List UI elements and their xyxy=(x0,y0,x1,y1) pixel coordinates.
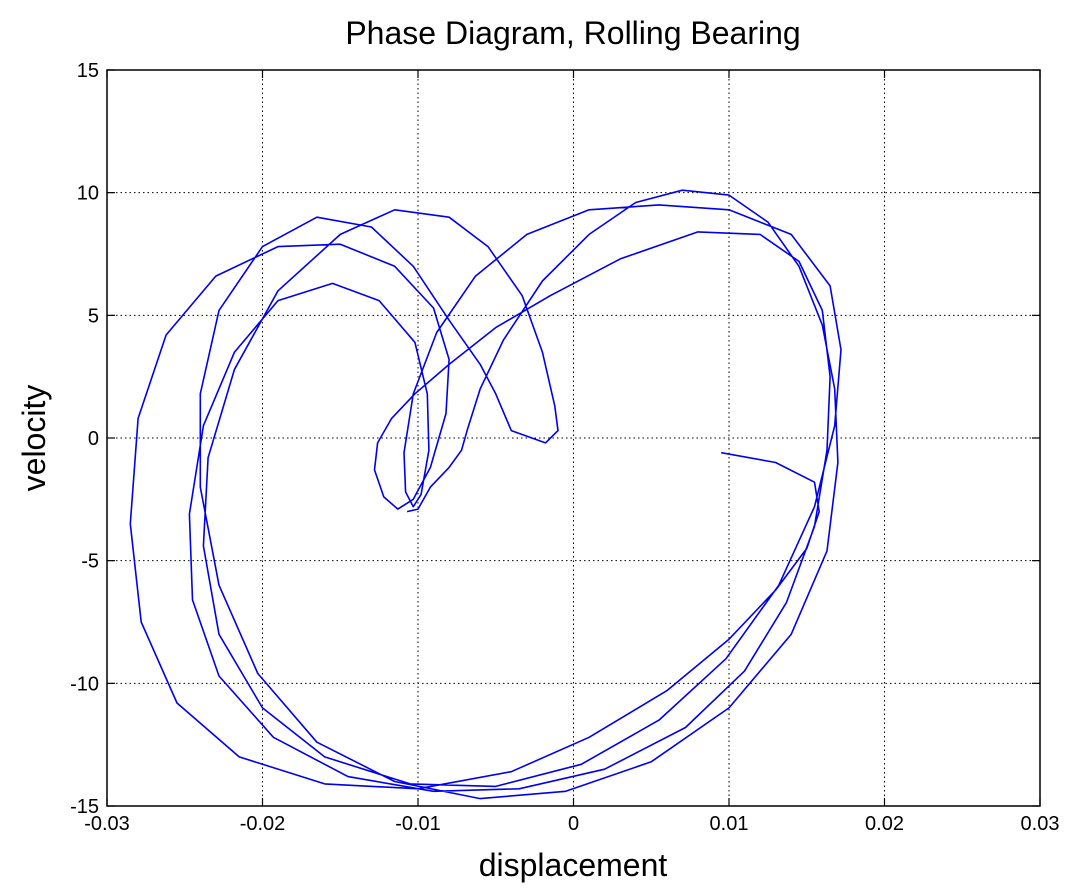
y-tick-label: 10 xyxy=(77,183,99,205)
ticks: -0.03 -0.02 -0.01 0 0.01 0.02 0.03 -15 -10 -5 0 5 10… xyxy=(70,60,1059,835)
grid xyxy=(107,70,1040,806)
x-tick-label: -0.01 xyxy=(395,813,441,835)
y-axis-label: velocity xyxy=(16,385,52,492)
y-tick-label: 15 xyxy=(77,60,99,82)
y-tick-label: 5 xyxy=(88,305,99,327)
chart-title: Phase Diagram, Rolling Bearing xyxy=(345,15,800,51)
x-tick-label: 0 xyxy=(568,813,579,835)
y-tick-label: -15 xyxy=(70,796,99,818)
x-tick-label: 0.03 xyxy=(1021,813,1060,835)
y-tick-label: 0 xyxy=(88,428,99,450)
x-tick-label: -0.03 xyxy=(84,813,130,835)
x-tick-label: 0.02 xyxy=(865,813,904,835)
y-tick-label: -10 xyxy=(70,673,99,695)
phase-trajectory-line xyxy=(129,189,842,800)
y-tick-label: -5 xyxy=(81,551,99,573)
x-tick-label: -0.02 xyxy=(240,813,286,835)
data-layer xyxy=(129,189,842,800)
x-tick-label: 0.01 xyxy=(710,813,749,835)
x-axis-label: displacement xyxy=(479,847,668,883)
